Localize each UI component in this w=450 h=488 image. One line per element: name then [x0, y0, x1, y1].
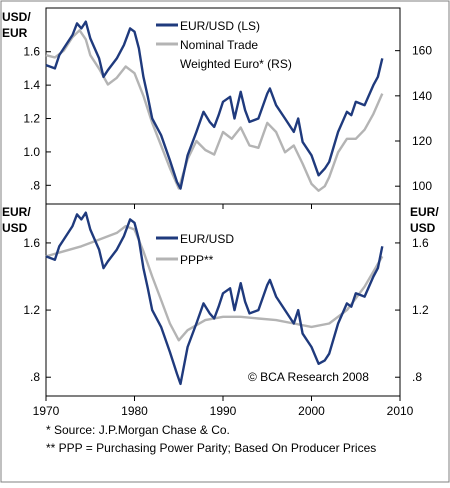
bottom-right-tick-label: 1.2: [412, 303, 429, 317]
x-tick-label: 1980: [121, 404, 148, 418]
top-legend-trade-weighted-line2: Weighted Euro* (RS): [180, 57, 292, 71]
top-series-layer: [45, 20, 384, 192]
top-ticks-layer: 1.6 1.4 1.2 1.0 .8 160 140 120 100: [23, 44, 432, 194]
x-tick-label: 2010: [387, 404, 414, 418]
x-tick-label: 2000: [298, 404, 325, 418]
top-right-tick-label: 120: [412, 134, 432, 148]
bottom-right-unit-line2: USD: [410, 221, 436, 235]
top-right-tick-label: 160: [412, 44, 432, 58]
bottom-left-tick-label: 1.2: [23, 303, 40, 317]
bottom-legend-ppp: PPP**: [180, 253, 214, 267]
bottom-legend-eurusd: EUR/USD: [180, 232, 234, 246]
top-series-trade-weighted: [45, 29, 384, 192]
bottom-plot-frame: [45, 203, 401, 397]
bottom-left-unit-line1: EUR/: [2, 205, 31, 219]
top-left-tick-label: 1.6: [23, 45, 40, 59]
top-right-tick-label: 140: [412, 89, 432, 103]
top-legend-trade-weighted-line1: Nominal Trade: [180, 38, 258, 52]
bottom-series-layer: [45, 211, 384, 386]
bottom-right-tick-label: .8: [412, 370, 422, 384]
top-plot-frame: [45, 7, 401, 205]
x-tick-label: 1990: [210, 404, 237, 418]
bottom-left-tick-label: 1.6: [23, 236, 40, 250]
x-axis: 1970 1980 1990 2000 2010: [33, 204, 414, 418]
bottom-right-tick-label: 1.6: [412, 236, 429, 250]
top-left-tick-label: 1.4: [23, 78, 40, 92]
bca-credit: © BCA Research 2008: [248, 370, 369, 384]
top-series-eurusd: [45, 20, 384, 190]
bottom-series-eurusd: [45, 211, 384, 386]
bottom-ticks-layer: 1.6 1.2 .8 1.6 1.2 .8: [23, 236, 429, 384]
top-left-tick-label: 1.0: [23, 145, 40, 159]
bottom-left-unit-line2: USD: [2, 221, 28, 235]
x-tick-label: 1970: [33, 404, 60, 418]
top-right-tick-label: 100: [412, 179, 432, 193]
top-left-tick-label: .8: [30, 178, 40, 192]
bottom-right-unit-line1: EUR/: [410, 205, 439, 219]
top-legend-eurusd: EUR/USD (LS): [180, 19, 260, 33]
bottom-series-ppp: [45, 224, 384, 342]
top-left-unit-line1: USD/: [2, 10, 31, 24]
bottom-panel: 1.6 1.2 .8 1.6 1.2 .8 EUR/ USD EUR/ USD EUR/U…: [2, 203, 439, 397]
bottom-left-tick-label: .8: [30, 370, 40, 384]
top-left-unit-line2: EUR: [2, 26, 28, 40]
top-panel: 1.6 1.4 1.2 1.0 .8 160 140 120 100 USD/ EUR EUR/…: [2, 7, 432, 205]
footnote-source: * Source: J.P.Morgan Chase & Co.: [46, 423, 230, 437]
top-left-tick-label: 1.2: [23, 112, 40, 126]
footnote-ppp: ** PPP = Purchasing Power Parity; Based …: [46, 441, 377, 455]
